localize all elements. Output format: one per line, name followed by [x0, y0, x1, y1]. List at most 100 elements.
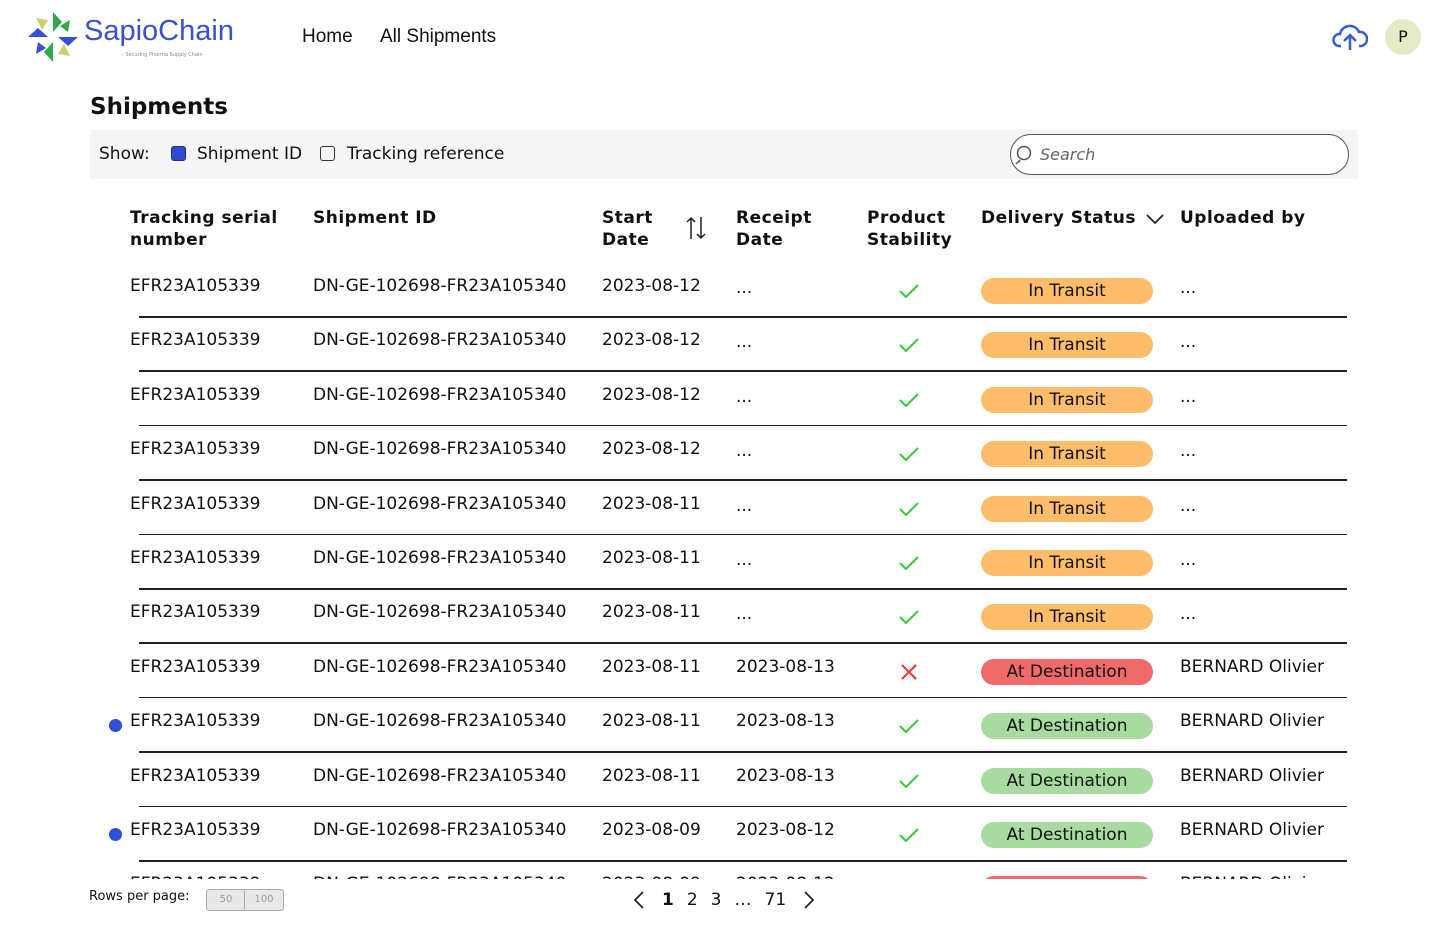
cell: 2023-08-11	[602, 711, 701, 732]
table-row[interactable]: EFR23A105339 DN-GE-102698-FR23A105340 2023…	[0, 752, 1445, 808]
upload-icon[interactable]	[1332, 22, 1368, 52]
column-header[interactable]: Start Date	[602, 208, 653, 250]
cell: DN-GE-102698-FR23A105340	[313, 820, 567, 840]
checkbox[interactable]	[171, 146, 186, 161]
cell: 2023-08-11	[602, 493, 701, 514]
table-row[interactable]: EFR23A105339 DN-GE-102698-FR23A105340 2023…	[0, 425, 1445, 481]
checkbox[interactable]	[320, 146, 335, 161]
page-link[interactable]: 1	[662, 890, 674, 910]
status-badge: In Transit	[981, 386, 1153, 413]
cell: ...	[736, 332, 753, 353]
logo	[28, 12, 78, 62]
unstable-cross	[897, 877, 921, 879]
cell: ...	[736, 441, 753, 462]
cell: EFR23A105339	[130, 656, 261, 677]
row-separator	[139, 805, 1347, 808]
status-badge: In Transit	[981, 495, 1153, 522]
column-header: Tracking serial number	[130, 208, 278, 250]
column-header: Shipment ID	[313, 208, 437, 228]
page-link[interactable]: 3	[710, 890, 722, 910]
checkbox-label[interactable]: Tracking reference	[347, 144, 505, 164]
nav-link[interactable]: Home	[302, 26, 353, 47]
page-title: Shipments	[90, 94, 228, 120]
nav-link[interactable]: All Shipments	[380, 26, 497, 47]
cell: 2023-08-09	[602, 820, 701, 840]
cell: 2023-08-12	[736, 874, 835, 879]
cell: EFR23A105339	[130, 384, 261, 405]
cell: DN-GE-102698-FR23A105340	[313, 493, 567, 514]
cell: ...	[1180, 441, 1197, 462]
table-row[interactable]: EFR23A105339 DN-GE-102698-FR23A105340 2023…	[0, 697, 1445, 753]
row-separator	[139, 696, 1347, 699]
cell: DN-GE-102698-FR23A105340	[313, 602, 567, 623]
cell: DN-GE-102698-FR23A105340	[313, 548, 567, 568]
cell: ...	[1180, 550, 1197, 570]
status-badge: At Destination	[981, 658, 1153, 685]
row-separator	[139, 479, 1347, 481]
status-badge: In Transit	[981, 604, 1153, 631]
next-page[interactable]	[802, 890, 816, 910]
status-badge: In Transit	[981, 441, 1153, 468]
filter-label: Show:	[99, 144, 150, 164]
checkbox-label[interactable]: Shipment ID	[197, 144, 303, 164]
table-row[interactable]: EFR23A105339 DN-GE-102698-FR23A105340 2023…	[0, 371, 1445, 427]
rows-option[interactable]: 50	[206, 889, 246, 911]
unread-dot	[109, 828, 122, 841]
status-badge: At Destination	[981, 876, 1153, 879]
cell: 2023-08-11	[602, 656, 701, 677]
cell: DN-GE-102698-FR23A105340	[313, 656, 567, 677]
search-box[interactable]	[1010, 134, 1349, 175]
page-link[interactable]: 71	[764, 890, 787, 910]
cell: EFR23A105339	[130, 330, 261, 351]
status-badge: At Destination	[981, 767, 1153, 794]
sort-icon[interactable]	[684, 215, 708, 241]
cell: ...	[736, 386, 753, 407]
table-row[interactable]: EFR23A105339 DN-GE-102698-FR23A105340 2023…	[0, 588, 1445, 644]
cell: EFR23A105339	[130, 820, 261, 840]
table-row[interactable]: EFR23A105339 DN-GE-102698-FR23A105340 2023…	[0, 806, 1445, 862]
row-separator	[139, 424, 1347, 427]
table-row[interactable]: EFR23A105339 DN-GE-102698-FR23A105340 2023…	[0, 480, 1445, 536]
cell: 2023-08-12	[602, 384, 701, 405]
cell: 2023-08-11	[602, 602, 701, 623]
table-row[interactable]: EFR23A105339 DN-GE-102698-FR23A105340 2023…	[0, 262, 1445, 318]
filter-chevron[interactable]	[1145, 212, 1165, 226]
cell: ...	[736, 604, 753, 625]
stable-check	[899, 338, 919, 353]
avatar[interactable]: P	[1385, 19, 1421, 55]
page-link[interactable]: …	[734, 890, 752, 910]
table-row[interactable]: EFR23A105339 DN-GE-102698-FR23A105340 2023…	[0, 534, 1445, 590]
page-link[interactable]: 2	[686, 890, 698, 910]
cell: 2023-08-13	[736, 656, 835, 677]
cell: 2023-08-13	[736, 765, 835, 786]
cell: BERNARD Olivier	[1180, 765, 1324, 786]
table-row[interactable]: EFR23A105339 DN-GE-102698-FR23A105340 2023…	[0, 860, 1445, 879]
cell: EFR23A105339	[130, 765, 261, 786]
cell: ...	[736, 495, 753, 516]
cell: 2023-08-11	[602, 548, 701, 568]
table-row[interactable]: EFR23A105339 DN-GE-102698-FR23A105340 2023…	[0, 643, 1445, 699]
cell: DN-GE-102698-FR23A105340	[313, 439, 567, 460]
stable-check	[899, 556, 919, 571]
cell: DN-GE-102698-FR23A105340	[313, 276, 567, 296]
stable-check	[899, 447, 919, 462]
cell: DN-GE-102698-FR23A105340	[313, 711, 567, 732]
column-header[interactable]: Delivery Status	[981, 208, 1136, 228]
status-badge: In Transit	[981, 278, 1153, 304]
search-placeholder: Search	[1040, 145, 1096, 164]
cell: DN-GE-102698-FR23A105340	[313, 384, 567, 405]
stable-check	[899, 501, 919, 517]
unread-dot	[109, 719, 122, 733]
stable-check	[899, 828, 919, 843]
row-separator	[139, 370, 1347, 372]
table-row[interactable]: EFR23A105339 DN-GE-102698-FR23A105340 2023…	[0, 316, 1445, 372]
prev-page[interactable]	[632, 890, 646, 910]
rows-option[interactable]: 100	[244, 889, 284, 911]
cell: EFR23A105339	[130, 493, 261, 514]
cell: ...	[1180, 604, 1197, 625]
cell: 2023-08-11	[602, 765, 701, 786]
cell: BERNARD Olivier	[1180, 656, 1324, 677]
cell: ...	[1180, 332, 1197, 353]
search-icon	[1015, 145, 1032, 165]
